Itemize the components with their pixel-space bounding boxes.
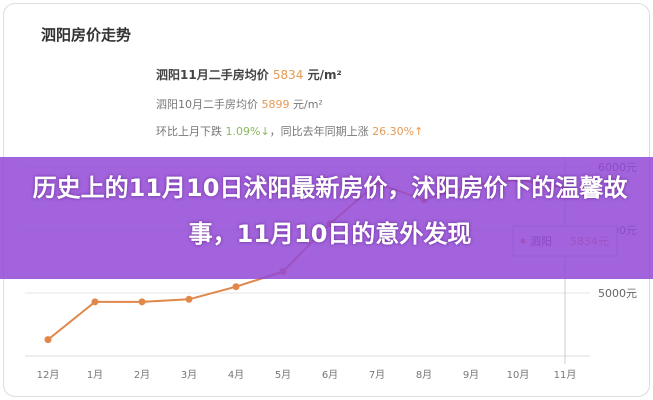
- banner-title: 历史上的11月10日沭阳最新房价，沭阳房价下的温馨故事，11月10日的意外发现: [32, 174, 628, 248]
- x-tick-label: 1月: [87, 369, 103, 381]
- data-point: [44, 336, 52, 344]
- unit: 元/m²: [293, 98, 323, 111]
- x-tick-label: 7月: [369, 369, 385, 381]
- label: 环比上月下跌: [156, 125, 222, 138]
- data-point: [185, 295, 193, 303]
- title-banner: [0, 157, 653, 279]
- x-tick-label: 12月: [37, 369, 60, 381]
- x-tick-label: 8月: [416, 369, 432, 381]
- summary-nov: 泗阳11月二手房均价 5834 元/m²: [156, 66, 342, 83]
- x-tick-label: 9月: [463, 369, 479, 381]
- data-point: [91, 298, 99, 306]
- y-tick-label: 5000元: [598, 287, 637, 300]
- x-tick-label: 3月: [181, 369, 197, 381]
- x-tick-label: 4月: [228, 369, 244, 381]
- x-tick-label: 6月: [322, 369, 338, 381]
- yoy-value: 26.30%↑: [372, 125, 424, 138]
- x-tick-label: 11月: [554, 369, 577, 381]
- label: 泗阳10月二手房均价: [156, 98, 258, 111]
- value: 5899: [261, 98, 290, 111]
- chart-title: 泗阳房价走势: [41, 26, 132, 44]
- label: 泗阳11月二手房均价: [156, 68, 269, 82]
- mom-value: 1.09%↓: [225, 125, 270, 138]
- value: 5834: [272, 68, 304, 82]
- x-tick-label: 5月: [275, 369, 291, 381]
- data-point: [138, 298, 146, 306]
- label: ，同比去年同期上涨: [269, 125, 369, 138]
- summary-change: 环比上月下跌 1.09%↓，同比去年同期上涨 26.30%↑: [156, 123, 423, 139]
- summary-oct: 泗阳10月二手房均价 5899 元/m²: [156, 96, 323, 112]
- x-tick-label: 10月: [507, 369, 530, 381]
- x-tick-label: 2月: [134, 369, 150, 381]
- unit: 元/m²: [307, 68, 342, 82]
- data-point: [232, 283, 240, 291]
